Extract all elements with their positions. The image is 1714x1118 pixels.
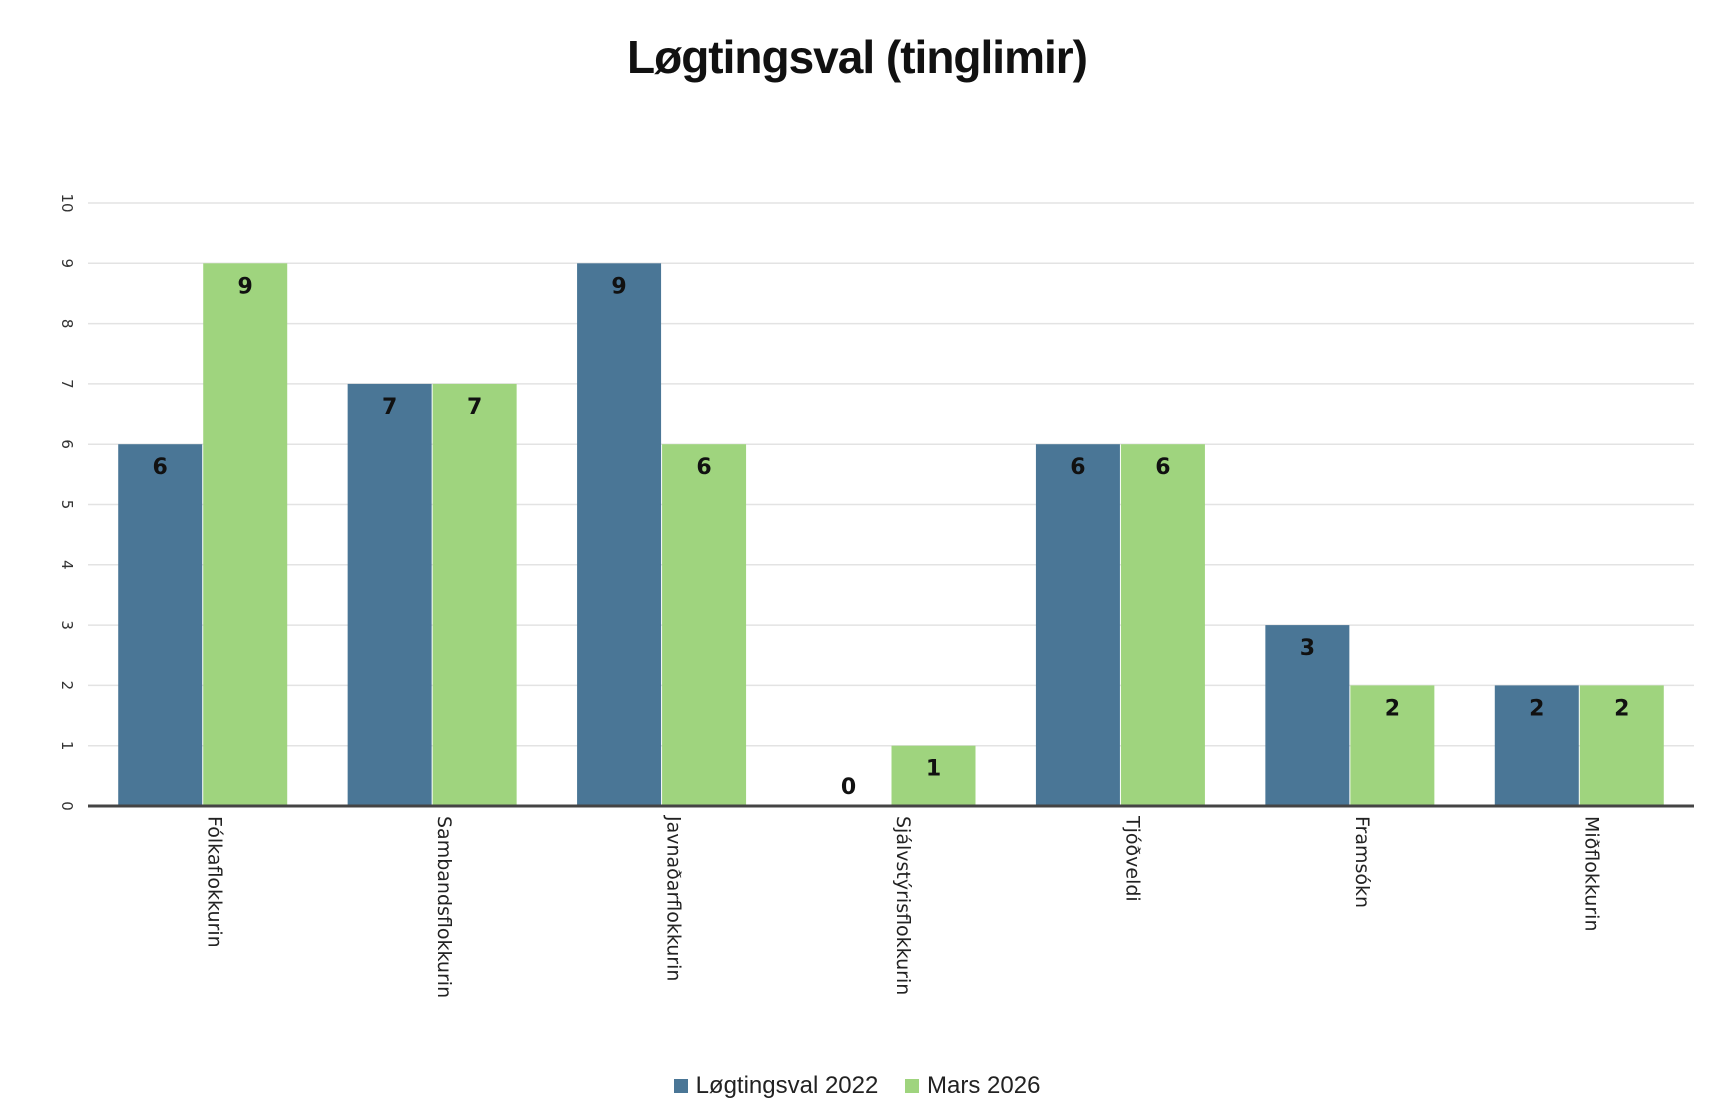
data-label: 1: [926, 757, 941, 782]
x-tick-label: Sambandsflokkurin: [433, 816, 455, 998]
legend-swatch-series-2: [905, 1079, 920, 1093]
data-label: 9: [238, 274, 253, 299]
bar: [1579, 685, 1664, 806]
chart-title: Løgtingsval (tinglimir): [627, 31, 1088, 83]
legend-label-series-1: Løgtingsval 2022: [695, 1072, 879, 1099]
y-tick-label: 7: [58, 379, 76, 389]
y-tick-label: 2: [58, 681, 76, 691]
y-tick-label: 8: [58, 319, 76, 329]
x-tick-label: Sjálvstýrisflokkurin: [892, 816, 914, 995]
x-tick-label: Fólkaflokkurin: [204, 816, 226, 948]
x-tick-label: Framsókn: [1351, 816, 1373, 908]
legend-label-series-2: Mars 2026: [927, 1072, 1041, 1099]
data-label: 2: [1385, 696, 1400, 721]
bar: [1494, 685, 1579, 806]
bar: [1120, 444, 1205, 806]
data-label: 9: [611, 274, 626, 299]
legend-item-series-2: Mars 2026: [905, 1072, 1040, 1100]
bar: [432, 383, 517, 806]
bar: [1350, 685, 1435, 806]
bar: [347, 383, 432, 806]
legend-swatch-series-1: [673, 1079, 688, 1093]
data-label: 3: [1300, 636, 1315, 661]
x-tick-label: Tjóðveldi: [1121, 815, 1143, 902]
y-tick-label: 1: [58, 741, 76, 751]
data-label: 2: [1529, 696, 1544, 721]
bar: [1035, 444, 1120, 806]
bar: [1265, 625, 1350, 806]
y-tick-label: 10: [58, 193, 76, 212]
bar: [662, 444, 747, 806]
data-label: 2: [1614, 696, 1629, 721]
data-label: 0: [841, 775, 856, 800]
data-label: 7: [382, 395, 397, 420]
y-tick-label: 0: [58, 801, 76, 811]
data-label: 6: [1155, 455, 1170, 480]
x-tick-label: Miðflokkurin: [1580, 816, 1602, 931]
legend-item-series-1: Løgtingsval 2022: [673, 1072, 879, 1100]
bar: [577, 263, 662, 806]
data-label: 6: [153, 455, 168, 480]
legend: Løgtingsval 2022 Mars 2026: [0, 1072, 1714, 1100]
y-tick-label: 5: [58, 500, 76, 510]
y-tick-label: 4: [58, 560, 76, 570]
y-tick-label: 3: [58, 620, 76, 630]
data-label: 6: [1070, 455, 1085, 480]
bar: [118, 444, 203, 806]
x-tick-label: Javnaðarflokkurin: [663, 815, 685, 981]
y-tick-label: 6: [58, 439, 76, 449]
data-label: 6: [696, 455, 711, 480]
bar: [891, 745, 976, 806]
data-label: 7: [467, 395, 482, 420]
bar: [203, 263, 288, 806]
y-tick-label: 9: [58, 259, 76, 269]
